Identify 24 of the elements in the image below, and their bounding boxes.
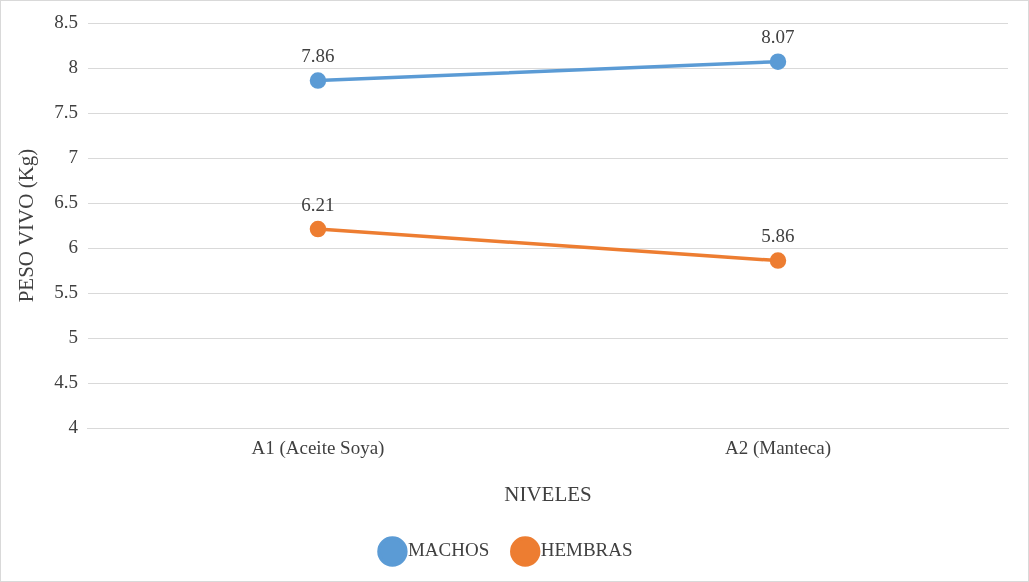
y-tick-label: 5.5 [54,280,78,302]
point [309,72,327,89]
y-tick-label: 4.5 [54,370,78,392]
x-tick-label: A2 (Manteca) [724,437,831,460]
y-tick-label: 8 [68,55,78,77]
y-tick-label: 7 [68,145,78,167]
y-tick-label: 6.5 [54,190,78,212]
point [769,53,787,70]
y-tick-label: 5 [68,325,78,347]
point [309,220,327,238]
y-tick-label: 8.5 [54,10,78,32]
y-tick-label: 7.5 [54,100,78,122]
x-tick-label: A1 (Aceite Soya) [251,437,385,460]
y-tick-label: 4 [68,415,79,437]
data-label: 8.07 [761,26,795,48]
point [769,252,787,269]
legend-label: HEMBRAS [540,539,633,561]
y-axis-title: PESO VIVO (Kg) [14,148,39,303]
y-tick-label: 6 [68,235,78,257]
data-label: 5.86 [761,225,795,247]
x-axis-title: NIVELES [504,481,592,506]
data-label: 6.21 [301,193,335,215]
data-label: 7.86 [301,45,335,67]
legend-label: MACHOS [407,539,490,561]
